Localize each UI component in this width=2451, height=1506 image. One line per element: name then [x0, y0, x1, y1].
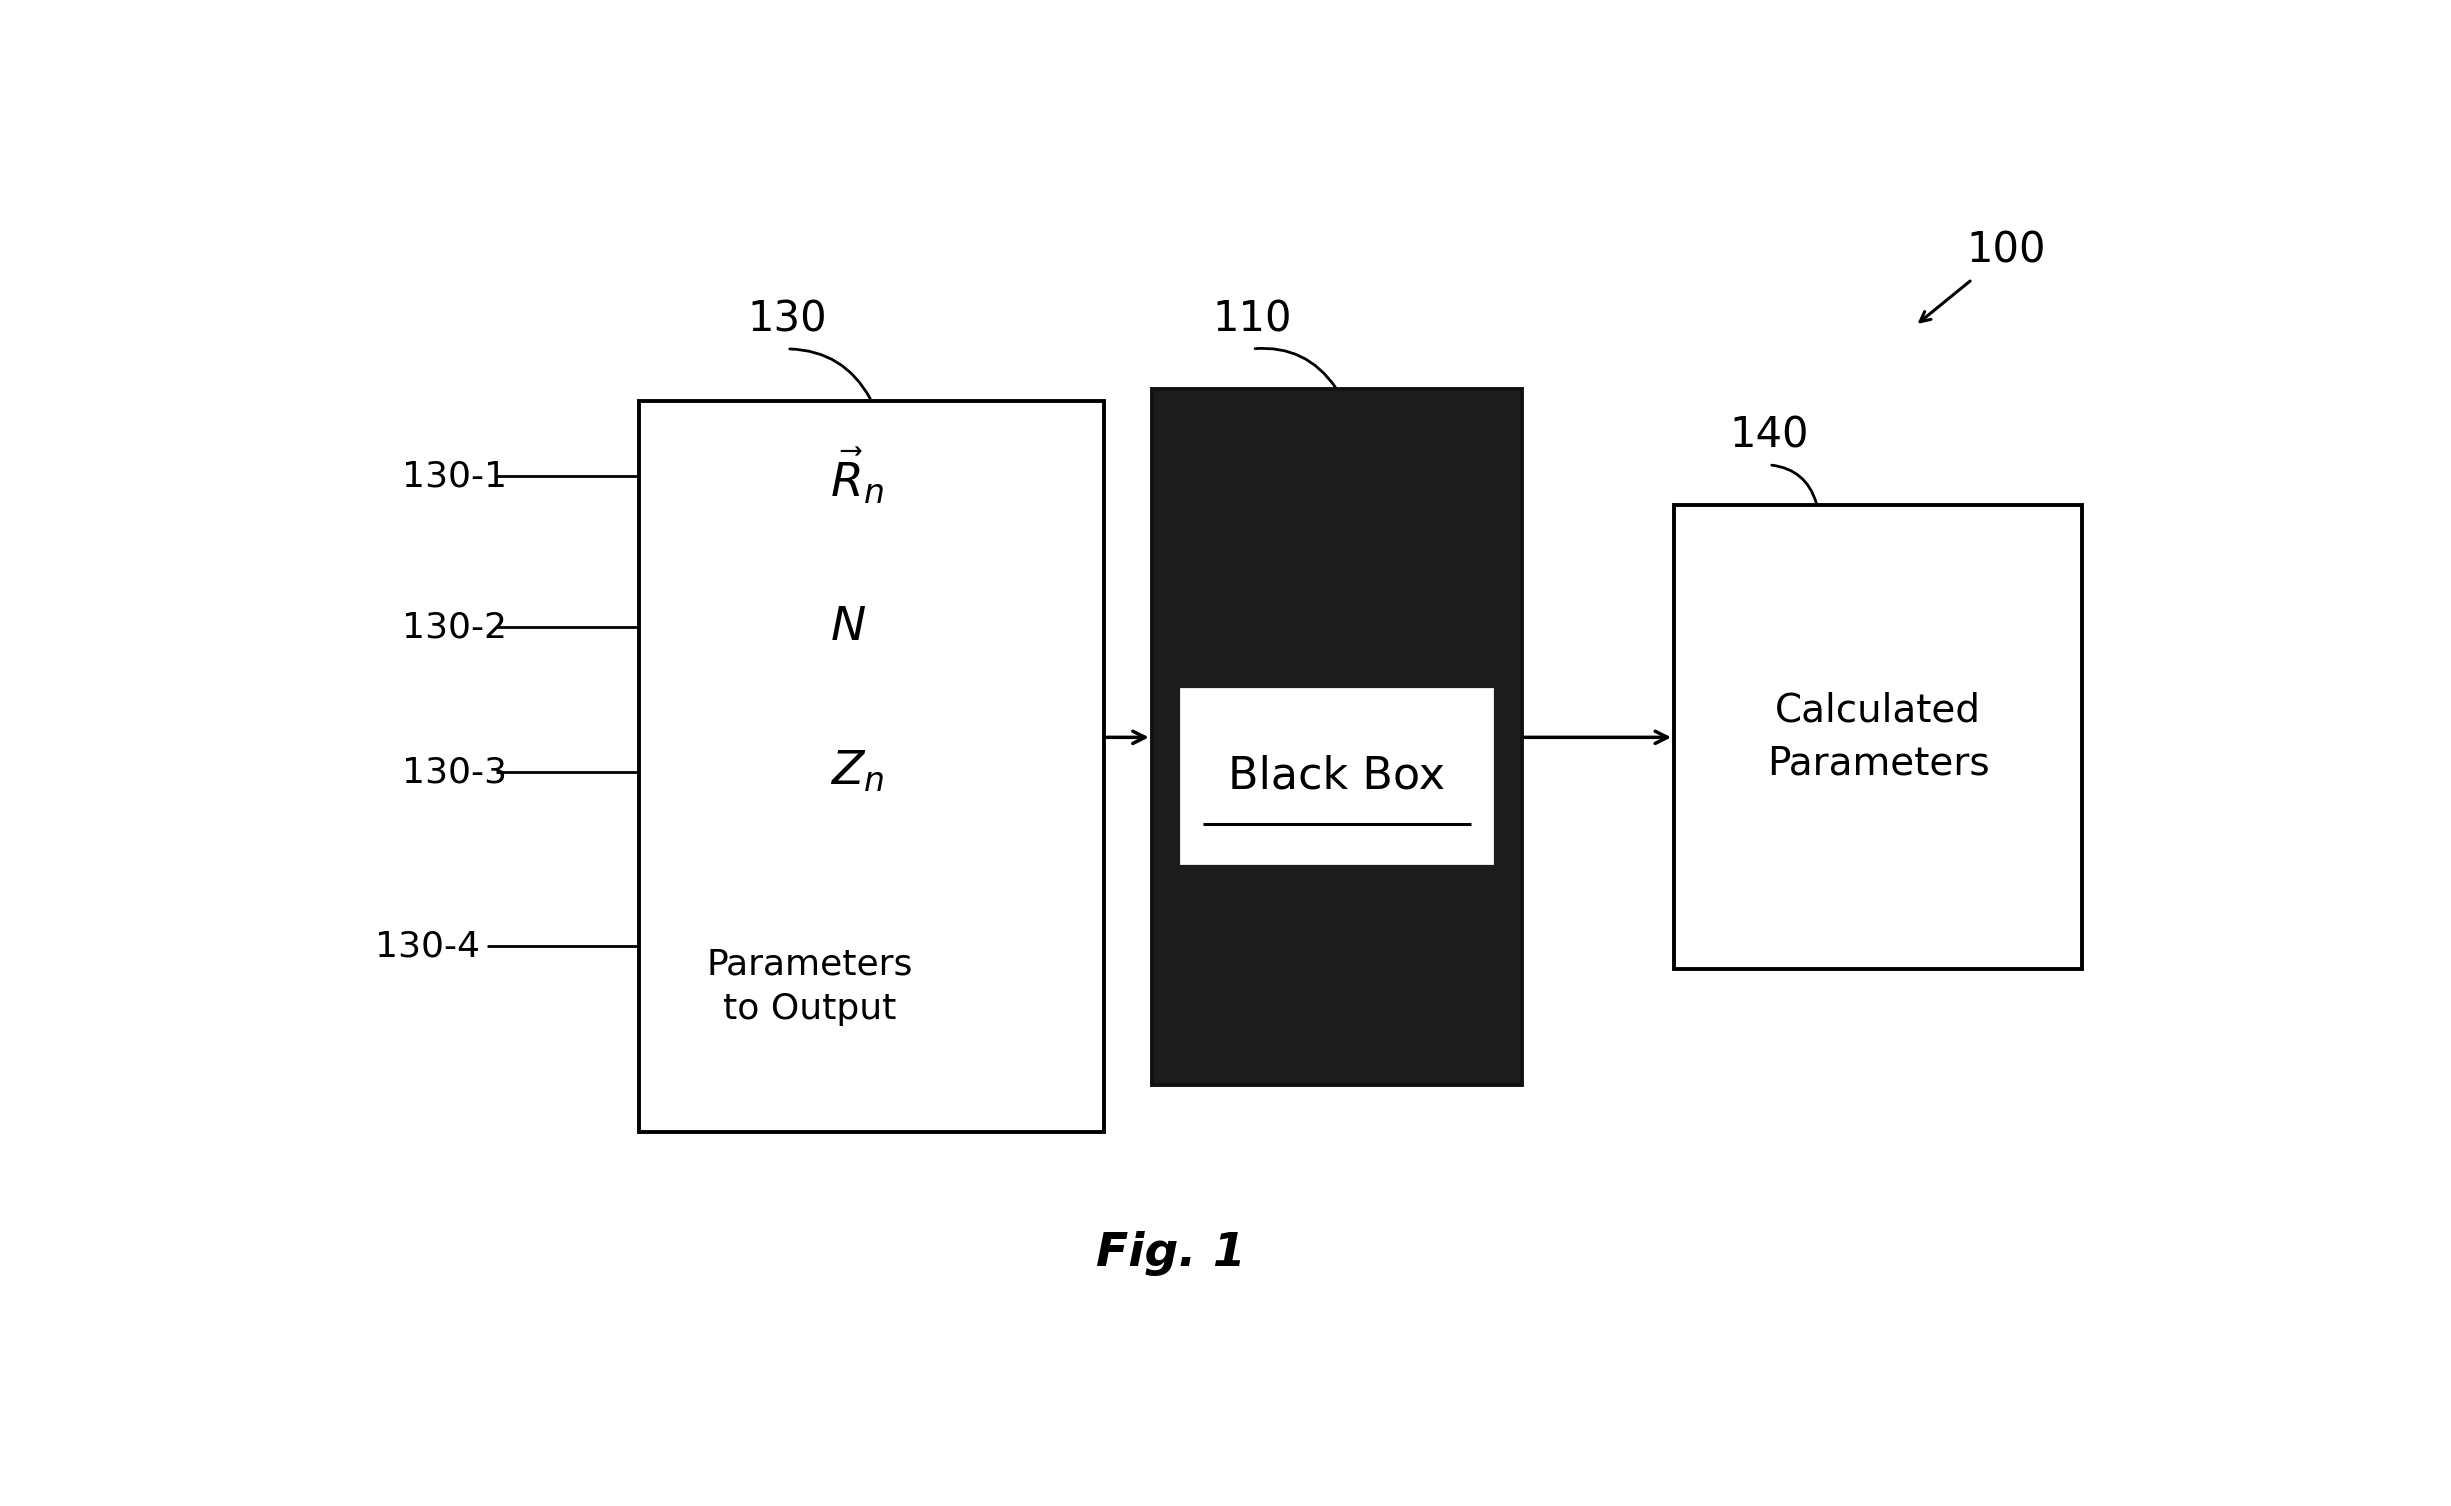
Text: Black Box: Black Box: [1228, 755, 1446, 797]
Text: 130-3: 130-3: [402, 755, 507, 789]
Text: 100: 100: [1966, 229, 2047, 271]
Text: Calculated
Parameters: Calculated Parameters: [1767, 691, 1990, 783]
Bar: [1674, 506, 2083, 970]
Bar: [1181, 688, 1493, 863]
Bar: [1152, 390, 1522, 1086]
Text: 130-2: 130-2: [402, 610, 507, 645]
Text: 130-4: 130-4: [375, 929, 480, 962]
Text: 130-1: 130-1: [402, 459, 507, 494]
Text: Parameters
to Output: Parameters to Output: [706, 947, 912, 1026]
Text: $\vec{R}_n$: $\vec{R}_n$: [831, 446, 885, 506]
Text: Fig. 1: Fig. 1: [1096, 1230, 1245, 1276]
Bar: [640, 401, 1103, 1131]
Text: 110: 110: [1213, 298, 1292, 340]
Text: 140: 140: [1730, 414, 1809, 456]
Text: $Z_n$: $Z_n$: [831, 750, 885, 795]
Text: $N$: $N$: [831, 605, 865, 649]
Text: 130: 130: [748, 298, 826, 340]
